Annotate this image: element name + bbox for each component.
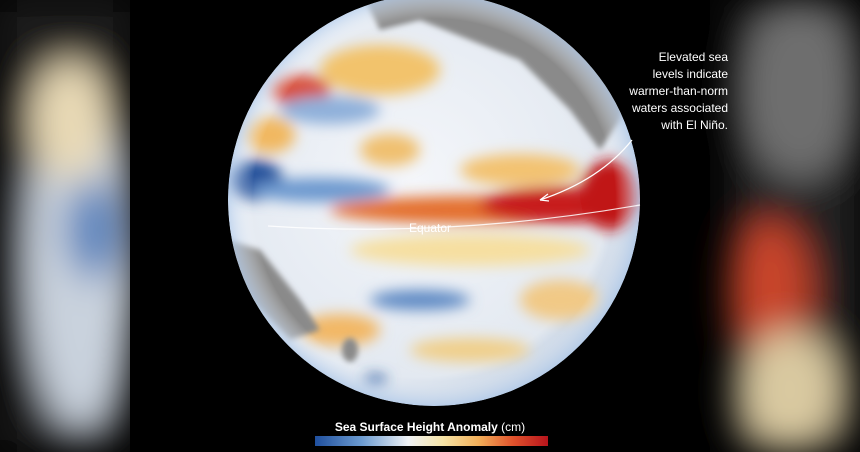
colorbar [315,436,548,446]
legend-title: Sea Surface Height Anomaly (cm) [335,420,525,434]
left-blur [0,0,135,452]
annotation-line: with El Niño. [660,118,728,132]
annotation: Elevated sea levels indicate warmer-than… [628,50,728,132]
equator-line [267,204,641,230]
globe [228,0,640,406]
legend-unit: (cm) [501,420,525,434]
annotation-line: warmer-than-norm [628,84,728,98]
legend: Sea Surface Height Anomaly (cm) [315,420,548,446]
annotation-arrow [539,139,633,201]
legend-title-text: Sea Surface Height Anomaly [335,420,498,434]
equator-label: Equator [409,221,451,235]
annotation-line: levels indicate [653,67,729,81]
annotation-line: waters associated [631,101,728,115]
right-blur [730,0,860,452]
arrow-head [539,193,550,202]
annotation-line: Elevated sea [659,50,729,64]
